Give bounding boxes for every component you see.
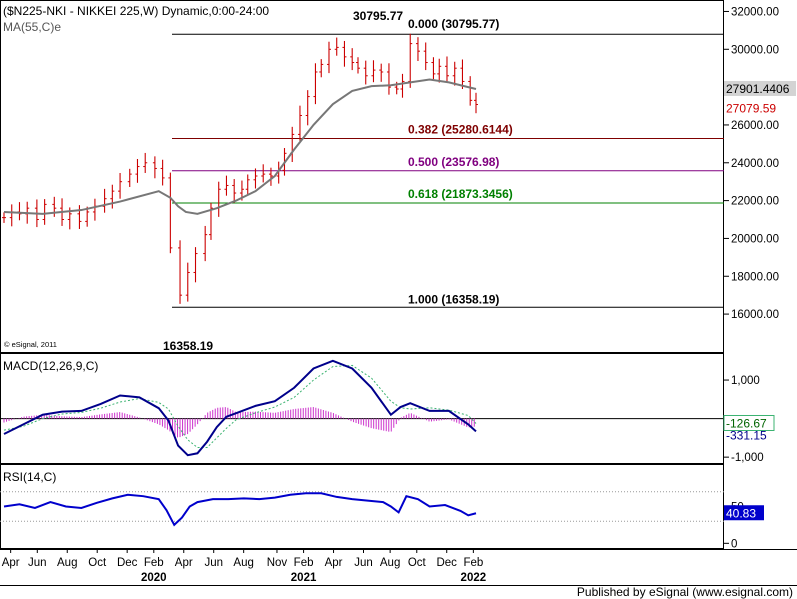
macd-plot (0, 359, 724, 457)
macd-ytick-label: 1,000 (731, 375, 760, 387)
price-ytick-label: 32000.00 (731, 6, 779, 18)
macd-panel-frame (0, 353, 724, 464)
price-value-tag: 27079.59 (726, 102, 776, 116)
price-ytick-label: 26000.00 (731, 120, 779, 132)
price-ytick-label: 30000.00 (731, 44, 779, 56)
publisher-label: Published by eSignal (www.esignal.com) (577, 585, 793, 599)
x-month-label: Aug (380, 557, 400, 569)
price-ytick-label: 18000.00 (731, 271, 779, 283)
fib-label: 0.382 (25280.6144) (408, 123, 513, 137)
macd-ytick-label: -1,000 (731, 452, 764, 464)
fib-label: 0.618 (21873.3456) (408, 187, 513, 201)
x-month-label: Dec (117, 557, 138, 569)
signal-value-tag-bg (723, 414, 775, 431)
x-year-label: 2021 (291, 572, 317, 584)
x-year-label: 2022 (461, 572, 487, 584)
chart-title: ($N225-NKI - NIKKEI 225,W) Dynamic,0:00-… (3, 4, 269, 18)
rsi-value-tag: 40.83 (726, 506, 756, 520)
rsi-panel-frame (0, 464, 724, 549)
x-month-label: Jun (204, 557, 223, 569)
price-ytick-label: 16000.00 (731, 309, 779, 321)
x-month-label: Apr (2, 557, 20, 569)
rsi-line (3, 492, 477, 527)
ma-indicator-label: MA(55,C)e (3, 20, 61, 34)
macd-line (3, 359, 477, 457)
ma-value-tag-bg (724, 80, 796, 96)
x-month-label: Nov (267, 557, 288, 569)
x-month-label: Jun (28, 557, 47, 569)
signal-value-tag: -126.67 (726, 416, 767, 430)
ma-value-tag: 27901.4406 (726, 82, 790, 96)
price-ytick-label: 22000.00 (731, 196, 779, 208)
low-label: 16358.19 (163, 339, 213, 353)
fib-label: 1.000 (16358.19) (408, 292, 499, 306)
x-month-label: Aug (57, 557, 77, 569)
rsi-plot (0, 491, 724, 527)
price-ytick-label: 24000.00 (731, 158, 779, 170)
x-month-label: Feb (463, 557, 483, 569)
x-month-label: Jun (354, 557, 373, 569)
fib-label: 0.000 (30795.77) (408, 17, 499, 31)
x-month-label: Feb (144, 557, 164, 569)
rsi-title: RSI(14,C) (3, 470, 56, 484)
price-value-tag-bg (724, 100, 796, 116)
x-month-label: Oct (408, 557, 427, 569)
ma-line (3, 78, 477, 215)
x-month-label: Apr (325, 557, 343, 569)
copyright-label: © eSignal, 2011 (4, 340, 57, 349)
price-panel-frame (0, 0, 724, 353)
x-month-label: Feb (294, 557, 314, 569)
x-month-label: Dec (436, 557, 457, 569)
high-label: 30795.77 (353, 9, 403, 23)
price-ytick-label: 20000.00 (731, 233, 779, 245)
macd-title: MACD(12,26,9,C) (3, 359, 98, 373)
x-month-label: Aug (233, 557, 253, 569)
x-month-label: Oct (88, 557, 107, 569)
rsi-ytick-label: 0 (731, 538, 737, 550)
fib-label: 0.500 (23576.98) (408, 155, 499, 169)
macd-value-tag: -331.15 (726, 428, 767, 442)
macd-value-tag-bg (724, 427, 774, 443)
x-month-label: Apr (175, 557, 193, 569)
rsi-value-tag-bg (724, 505, 764, 521)
x-year-label: 2020 (141, 572, 167, 584)
macd-signal-line (3, 364, 477, 449)
price-plot: 0.000 (30795.77) 0.382 (25280.6144) 0.500 … (2, 9, 724, 353)
axes: 32000.0030000.0028000.0026000.0024000.00… (2, 6, 796, 584)
